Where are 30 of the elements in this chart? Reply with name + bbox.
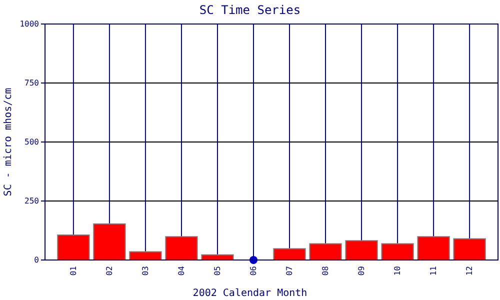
x-tick-label: 04 xyxy=(177,266,186,276)
x-tick-label: 02 xyxy=(105,266,114,276)
x-tick-label: 07 xyxy=(285,266,294,276)
bar xyxy=(309,243,342,260)
bar xyxy=(165,236,198,260)
x-tick-label: 12 xyxy=(465,266,474,276)
x-axis-title: 2002 Calendar Month xyxy=(192,288,308,299)
bar xyxy=(381,243,414,260)
x-tick-label: 03 xyxy=(141,266,150,276)
y-tick-label: 250 xyxy=(24,196,40,206)
bar xyxy=(129,251,162,260)
y-tick-label: 500 xyxy=(24,138,40,147)
x-tick-label: 06 xyxy=(249,266,258,276)
chart-title: SC Time Series xyxy=(199,3,301,17)
x-tick-label: 05 xyxy=(213,266,222,276)
y-axis-title: SC - micro mhos/cm xyxy=(3,88,14,196)
bar xyxy=(273,248,306,260)
y-tick-label: 750 xyxy=(24,78,40,88)
x-tick-label: 01 xyxy=(69,266,78,276)
y-tick-label: 1000 xyxy=(20,20,40,29)
bar xyxy=(57,234,90,260)
x-tick-label: 11 xyxy=(429,266,438,276)
x-tick-label: 10 xyxy=(393,266,402,276)
bar xyxy=(453,238,486,260)
bar xyxy=(93,223,126,260)
bar xyxy=(345,240,378,260)
x-tick-label: 09 xyxy=(357,266,366,276)
bar xyxy=(417,236,450,260)
y-tick-label: 0 xyxy=(34,256,40,265)
x-tick-label: 08 xyxy=(321,266,330,276)
